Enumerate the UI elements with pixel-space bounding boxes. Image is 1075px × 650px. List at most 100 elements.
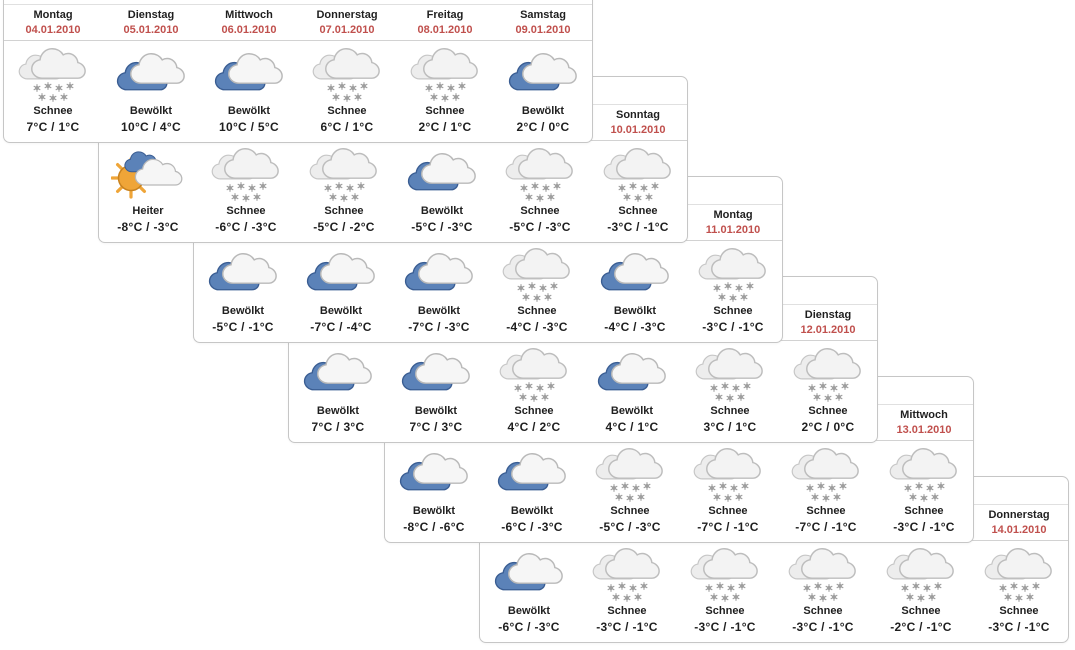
snow-icon xyxy=(589,141,687,205)
condition-label: Schnee xyxy=(710,405,750,417)
day-column: Schnee 6°C / 1°C xyxy=(298,41,396,141)
condition-label: Schnee xyxy=(808,405,848,417)
condition-label: Schnee xyxy=(425,105,465,117)
day-column: Bewölkt -6°C / -3°C xyxy=(483,441,581,541)
snow-icon xyxy=(681,341,779,405)
temperature-label: 7°C / 1°C xyxy=(26,120,80,134)
day-column: Heiter -8°C / -3°C xyxy=(99,141,197,241)
condition-label: Schnee xyxy=(610,505,650,517)
day-date: 09.01.2010 xyxy=(515,24,571,36)
day-date: 04.01.2010 xyxy=(25,24,81,36)
temperature-label: -7°C / -3°C xyxy=(408,320,470,334)
day-column: Schnee -3°C / -1°C xyxy=(684,241,782,341)
day-name: Sonntag xyxy=(616,109,660,121)
temperature-label: 2°C / 1°C xyxy=(418,120,472,134)
day-name: Dienstag xyxy=(127,9,175,21)
day-name: Montag xyxy=(33,9,73,21)
temperature-label: -3°C / -1°C xyxy=(607,220,669,234)
day-column-header: Donnerstag 07.01.2010 xyxy=(298,5,396,40)
day-column: Bewölkt -7°C / -4°C xyxy=(292,241,390,341)
snow-icon xyxy=(777,441,875,505)
day-column: Schnee -3°C / -1°C xyxy=(970,541,1068,641)
temperature-label: -2°C / -1°C xyxy=(890,620,952,634)
day-column-header: Donnerstag 14.01.2010 xyxy=(970,505,1068,540)
cloudy-icon xyxy=(586,241,684,305)
day-column: Bewölkt -4°C / -3°C xyxy=(586,241,684,341)
condition-label: Bewölkt xyxy=(412,505,456,517)
day-column: Bewölkt -5°C / -3°C xyxy=(393,141,491,241)
condition-label: Bewölkt xyxy=(129,105,173,117)
day-column: Schnee -5°C / -3°C xyxy=(491,141,589,241)
condition-label: Schnee xyxy=(517,305,557,317)
snow-icon xyxy=(970,541,1068,605)
cloudy-icon xyxy=(390,241,488,305)
day-date: 11.01.2010 xyxy=(705,224,761,236)
day-column-header: Mittwoch 13.01.2010 xyxy=(875,405,973,440)
snow-icon xyxy=(679,441,777,505)
temperature-label: -4°C / -3°C xyxy=(604,320,666,334)
day-column: Bewölkt -5°C / -1°C xyxy=(194,241,292,341)
forecast-row: Bewölkt -8°C / -6°C Bewölkt -6°C / -3°C Schn… xyxy=(385,441,973,541)
temperature-label: 7°C / 3°C xyxy=(409,420,463,434)
condition-label: Schnee xyxy=(618,205,658,217)
temperature-label: 3°C / 1°C xyxy=(703,420,757,434)
temperature-label: -3°C / -1°C xyxy=(694,620,756,634)
day-column-header: Montag 04.01.2010 xyxy=(4,5,102,40)
condition-label: Bewölkt xyxy=(507,605,551,617)
day-name: Donnerstag xyxy=(988,509,1050,521)
day-date: 10.01.2010 xyxy=(610,124,666,136)
condition-label: Bewölkt xyxy=(316,405,360,417)
condition-label: Schnee xyxy=(327,105,367,117)
snow-icon xyxy=(676,541,774,605)
condition-label: Bewölkt xyxy=(221,305,265,317)
day-column: Schnee 2°C / 1°C xyxy=(396,41,494,141)
day-date: 08.01.2010 xyxy=(417,24,473,36)
day-column-header: Mittwoch 06.01.2010 xyxy=(200,5,298,40)
day-name: Montag xyxy=(713,209,753,221)
day-column: Schnee 7°C / 1°C xyxy=(4,41,102,141)
temperature-label: -5°C / -3°C xyxy=(411,220,473,234)
temperature-label: -6°C / -3°C xyxy=(501,520,563,534)
temperature-label: -3°C / -1°C xyxy=(988,620,1050,634)
temperature-label: -3°C / -1°C xyxy=(792,620,854,634)
day-column: Bewölkt -7°C / -3°C xyxy=(390,241,488,341)
day-column: Schnee -3°C / -1°C xyxy=(875,441,973,541)
cloudy-icon xyxy=(194,241,292,305)
condition-label: Heiter xyxy=(132,205,164,217)
day-column: Bewölkt 7°C / 3°C xyxy=(387,341,485,441)
day-name: Dienstag xyxy=(804,309,852,321)
cloudy-icon xyxy=(583,341,681,405)
snow-icon xyxy=(578,541,676,605)
forecast-row: Heiter -8°C / -3°C Schnee -6°C / -3°C Schnee… xyxy=(99,141,687,241)
day-column: Schnee 4°C / 2°C xyxy=(485,341,583,441)
day-column-header: Dienstag 12.01.2010 xyxy=(779,305,877,340)
day-column-header: Sonntag 10.01.2010 xyxy=(589,105,687,140)
cloudy-icon xyxy=(494,41,592,105)
condition-label: Schnee xyxy=(713,305,753,317)
day-column: Schnee -3°C / -1°C xyxy=(578,541,676,641)
day-column: Bewölkt -6°C / -3°C xyxy=(480,541,578,641)
day-name: Freitag xyxy=(426,9,464,21)
day-column-header: Freitag 08.01.2010 xyxy=(396,5,494,40)
cloudy-icon xyxy=(385,441,483,505)
day-date: 13.01.2010 xyxy=(896,424,952,436)
snow-icon xyxy=(485,341,583,405)
forecast-window-1[interactable]: Montag 04.01.2010 Dienstag 05.01.2010 Mittwo… xyxy=(3,0,593,143)
temperature-label: -3°C / -1°C xyxy=(596,620,658,634)
temperature-label: -4°C / -3°C xyxy=(506,320,568,334)
cloudy-icon xyxy=(483,441,581,505)
snow-icon xyxy=(396,41,494,105)
condition-label: Bewölkt xyxy=(420,205,464,217)
condition-label: Bewölkt xyxy=(510,505,554,517)
day-column: Schnee -7°C / -1°C xyxy=(777,441,875,541)
day-date: 14.01.2010 xyxy=(991,524,1047,536)
temperature-label: 10°C / 5°C xyxy=(219,120,279,134)
day-column: Schnee 2°C / 0°C xyxy=(779,341,877,441)
condition-label: Schnee xyxy=(803,605,843,617)
temperature-label: -8°C / -6°C xyxy=(403,520,465,534)
day-column-header: Dienstag 05.01.2010 xyxy=(102,5,200,40)
day-date: 12.01.2010 xyxy=(800,324,856,336)
snow-icon xyxy=(581,441,679,505)
cloudy-icon xyxy=(200,41,298,105)
temperature-label: 4°C / 2°C xyxy=(507,420,561,434)
